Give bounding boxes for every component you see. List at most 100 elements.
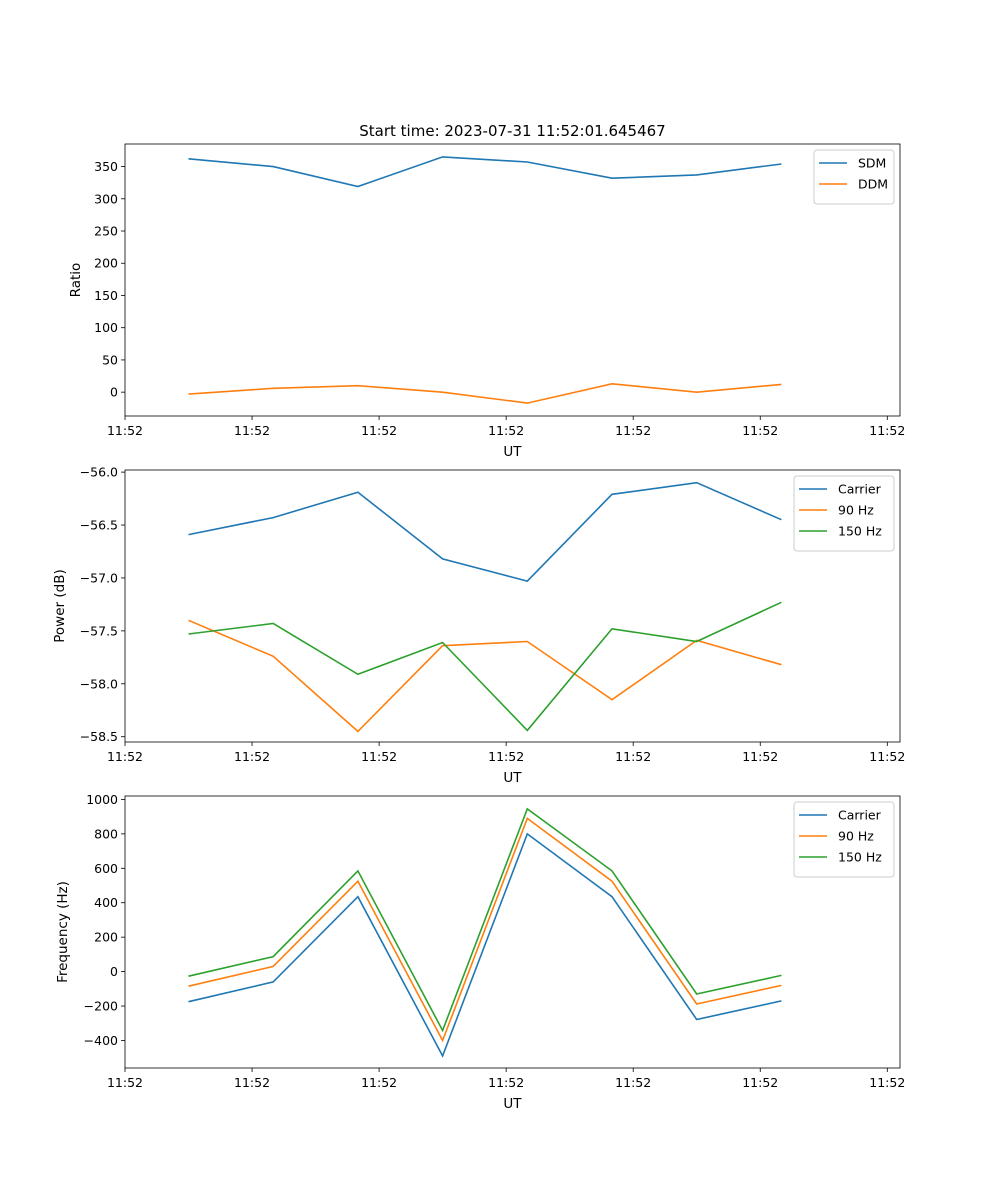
legend-label: 90 Hz xyxy=(838,503,874,518)
data-point xyxy=(527,808,529,810)
x-tick-label: 11:52 xyxy=(742,1075,778,1090)
data-point xyxy=(357,896,359,898)
y-tick-label: −57.5 xyxy=(80,623,118,638)
data-point xyxy=(696,174,698,176)
data-point xyxy=(781,1000,783,1002)
x-tick-label: 11:52 xyxy=(488,1075,524,1090)
x-tick-label: 11:52 xyxy=(742,749,778,764)
x-tick-label: 11:52 xyxy=(488,749,524,764)
data-point xyxy=(611,494,613,496)
data-point xyxy=(527,818,529,820)
data-point xyxy=(611,699,613,701)
x-tick-label: 11:52 xyxy=(234,1075,270,1090)
y-tick-label: 250 xyxy=(94,224,118,239)
data-point xyxy=(527,833,529,835)
data-point xyxy=(781,519,783,521)
legend-label: Carrier xyxy=(838,482,882,497)
panel-2: 11:52 11:52 11:52 11:52 11:52 11:52 11:52 −58.5… xyxy=(52,465,905,786)
legend-label: DDM xyxy=(858,177,888,192)
x-tick-label: 11:52 xyxy=(234,423,270,438)
y-tick-label: 600 xyxy=(94,861,118,876)
data-point xyxy=(442,645,444,647)
legend-box xyxy=(793,801,895,878)
y-tick-label: 350 xyxy=(94,159,118,174)
panels: 11:52 11:52 11:52 11:52 11:52 11:52 11:52 0 50 10… xyxy=(52,143,905,1112)
data-point xyxy=(696,391,698,393)
data-point xyxy=(442,156,444,158)
axes-frame xyxy=(124,143,901,417)
x-tick-label: 11:52 xyxy=(869,423,905,438)
axes-frame xyxy=(124,469,901,743)
y-tick-label: −56.0 xyxy=(80,465,118,480)
data-point xyxy=(527,402,529,404)
data-point xyxy=(781,975,783,977)
series-line-carrier xyxy=(188,832,782,1058)
x-axis-label: UT xyxy=(503,444,522,460)
data-point xyxy=(442,1030,444,1032)
data-point xyxy=(357,870,359,872)
x-tick-label: 11:52 xyxy=(361,423,397,438)
data-point xyxy=(357,673,359,675)
y-tick-label: −57.0 xyxy=(80,570,118,585)
data-point xyxy=(696,1003,698,1005)
y-axis-label: Frequency (Hz) xyxy=(55,881,71,983)
y-tick-label: −400 xyxy=(84,1033,118,1048)
data-point xyxy=(272,166,274,168)
panel-1: 11:52 11:52 11:52 11:52 11:52 11:52 11:52 0 50 10… xyxy=(68,143,905,460)
x-tick-label: 11:52 xyxy=(361,749,397,764)
y-tick-label: 100 xyxy=(94,320,118,335)
data-point xyxy=(357,491,359,493)
data-point xyxy=(188,393,190,395)
y-tick-label: 50 xyxy=(102,352,118,367)
legend-label: SDM xyxy=(858,156,886,171)
y-axis-label: Power (dB) xyxy=(52,569,68,642)
data-point xyxy=(188,975,190,977)
y-tick-label: −58.5 xyxy=(80,729,118,744)
panel-3: 11:52 11:52 11:52 11:52 11:52 11:52 11:52 −400 −… xyxy=(55,792,905,1112)
data-point xyxy=(357,385,359,387)
x-tick-label: 11:52 xyxy=(361,1075,397,1090)
data-point xyxy=(611,870,613,872)
data-point xyxy=(611,880,613,882)
data-point xyxy=(188,619,190,621)
y-tick-label: −56.5 xyxy=(80,518,118,533)
x-tick-label: 11:52 xyxy=(615,749,651,764)
y-tick-label: 200 xyxy=(94,930,118,945)
data-point xyxy=(781,664,783,666)
data-point xyxy=(272,981,274,983)
data-point xyxy=(442,1055,444,1057)
x-axis-label: UT xyxy=(503,1096,522,1112)
series-line-150-hz xyxy=(188,807,782,1033)
x-tick-label: 11:52 xyxy=(615,1075,651,1090)
series-line-150-hz xyxy=(188,601,782,732)
data-point xyxy=(272,655,274,657)
data-point xyxy=(357,731,359,733)
data-point xyxy=(188,985,190,987)
data-point xyxy=(781,985,783,987)
legend: Carrier 90 Hz 150 Hz xyxy=(793,801,895,878)
y-tick-label: 150 xyxy=(94,288,118,303)
data-point xyxy=(696,993,698,995)
legend-label: 150 Hz xyxy=(838,524,882,539)
data-point xyxy=(696,641,698,643)
data-point xyxy=(527,580,529,582)
data-point xyxy=(188,633,190,635)
legend-label: 150 Hz xyxy=(838,850,882,865)
x-tick-label: 11:52 xyxy=(615,423,651,438)
legend-box xyxy=(793,475,895,552)
data-point xyxy=(272,966,274,968)
data-point xyxy=(611,177,613,179)
x-tick-label: 11:52 xyxy=(107,749,143,764)
series-line-90-hz xyxy=(188,817,782,1043)
x-tick-label: 11:52 xyxy=(869,749,905,764)
data-point xyxy=(696,482,698,484)
data-point xyxy=(442,1040,444,1042)
data-point xyxy=(696,1019,698,1021)
y-tick-label: 0 xyxy=(110,385,118,400)
series-line-sdm xyxy=(188,156,782,188)
x-tick-label: 11:52 xyxy=(742,423,778,438)
data-point xyxy=(611,896,613,898)
data-point xyxy=(527,730,529,732)
data-point xyxy=(188,158,190,160)
